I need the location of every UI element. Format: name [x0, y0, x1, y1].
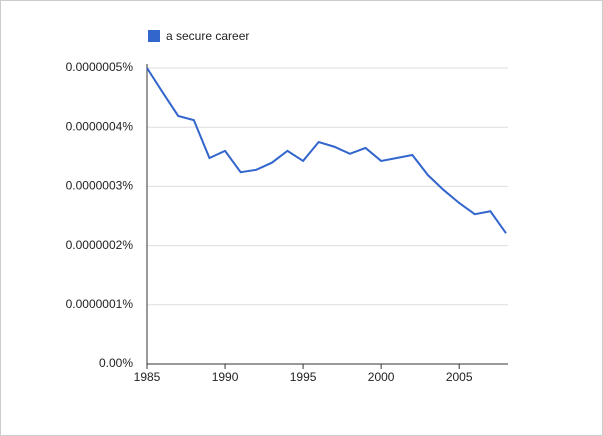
y-tick-label: 0.0000004%: [66, 119, 134, 133]
y-tick-label: 0.0000005%: [66, 60, 134, 74]
x-tick-label: 2000: [368, 370, 395, 384]
y-tick-label: 0.0000003%: [66, 179, 134, 193]
y-tick-label: 0.0000002%: [66, 238, 134, 252]
legend-swatch: [148, 30, 160, 42]
line-series: [146, 67, 507, 234]
y-tick-label: 0.0000001%: [66, 297, 134, 311]
x-tick-label: 1985: [134, 370, 161, 384]
y-tick-label: 0.00%: [99, 356, 133, 370]
legend-label: a secure career: [166, 29, 249, 43]
x-tick-label: 1990: [212, 370, 239, 384]
x-tick-label: 1995: [290, 370, 317, 384]
x-tick-label: 2005: [446, 370, 473, 384]
